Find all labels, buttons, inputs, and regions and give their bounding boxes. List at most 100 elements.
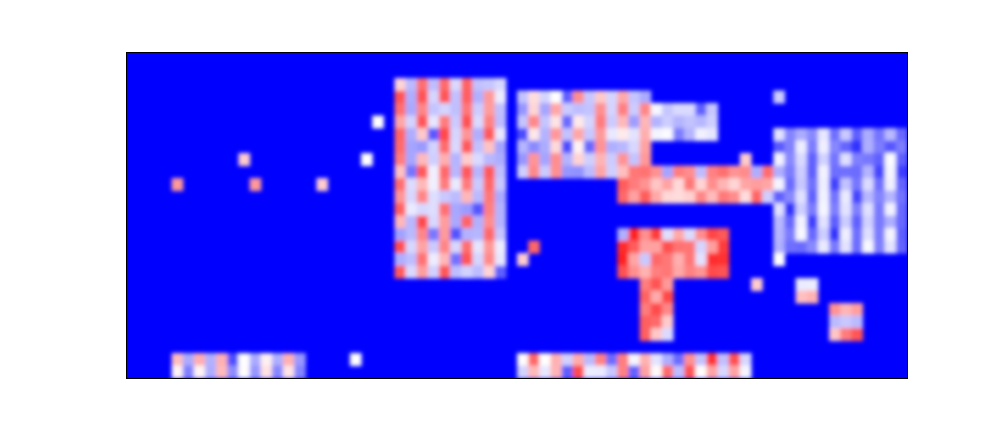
heatmap-cell xyxy=(238,365,251,378)
heatmap-cell xyxy=(617,128,630,142)
heatmap-cell xyxy=(416,78,429,92)
heatmap-cell xyxy=(405,78,418,92)
heatmap-cell xyxy=(494,203,507,217)
heatmap-cell xyxy=(817,165,830,179)
heatmap-cell xyxy=(439,178,451,192)
heatmap-cell xyxy=(739,153,752,167)
heatmap-cell xyxy=(806,278,819,292)
heatmap-cell xyxy=(528,353,540,367)
heatmap-cell xyxy=(494,128,507,142)
heatmap-cell xyxy=(639,265,652,279)
heatmap-cell xyxy=(517,115,529,129)
heatmap-cell xyxy=(394,78,407,92)
heatmap-cell xyxy=(806,290,819,304)
heatmap-cell xyxy=(483,253,496,267)
heatmap-cell xyxy=(427,253,440,267)
heatmap-cell xyxy=(639,253,652,267)
heatmap-cell xyxy=(717,178,730,192)
heatmap-cell xyxy=(606,128,618,142)
heatmap-cell xyxy=(684,265,696,279)
heatmap-cell xyxy=(884,228,897,242)
heatmap-cell xyxy=(550,140,563,154)
heatmap-cell xyxy=(461,228,474,242)
heatmap-cell xyxy=(572,140,585,154)
heatmap-cell xyxy=(661,128,674,142)
heatmap-cell xyxy=(806,178,819,192)
heatmap-cell xyxy=(851,303,864,317)
heatmap-cell xyxy=(461,128,474,142)
heatmap-cell xyxy=(695,165,708,179)
heatmap-cell xyxy=(851,165,864,179)
heatmap-cell xyxy=(784,165,797,179)
heatmap-cell xyxy=(439,140,451,154)
heatmap-cell xyxy=(695,353,708,367)
heatmap-cell xyxy=(550,90,563,104)
heatmap-cell xyxy=(851,240,864,254)
heatmap-cell xyxy=(483,190,496,204)
heatmap-cell xyxy=(628,103,641,117)
heatmap-cell xyxy=(461,215,474,229)
heatmap-cell xyxy=(684,103,696,117)
heatmap-cell xyxy=(416,215,429,229)
heatmap-cell xyxy=(762,178,774,192)
heatmap-cell xyxy=(817,128,830,142)
heatmap-cell xyxy=(817,140,830,154)
heatmap-cell xyxy=(873,190,886,204)
heatmap-cell xyxy=(784,215,797,229)
heatmap-cell xyxy=(661,365,674,378)
heatmap-cell xyxy=(617,103,630,117)
heatmap-cell xyxy=(472,103,485,117)
heatmap-cell xyxy=(806,215,819,229)
heatmap-cell xyxy=(717,240,730,254)
heatmap-cell xyxy=(728,190,741,204)
heatmap-cell xyxy=(182,353,195,367)
heatmap-cell xyxy=(751,178,763,192)
heatmap-cell xyxy=(595,153,607,167)
heatmap-cell xyxy=(260,365,273,378)
heatmap-cell xyxy=(884,178,897,192)
heatmap-cell xyxy=(840,128,852,142)
heatmap-cell xyxy=(862,165,875,179)
heatmap-cell xyxy=(517,140,529,154)
heatmap-cell xyxy=(472,240,485,254)
heatmap-cell xyxy=(427,103,440,117)
heatmap-cell xyxy=(650,303,663,317)
heatmap-cell xyxy=(472,90,485,104)
heatmap-cell xyxy=(550,103,563,117)
heatmap-cell xyxy=(539,115,552,129)
heatmap-cell xyxy=(684,365,696,378)
heatmap-cell xyxy=(851,328,864,342)
heatmap-cell xyxy=(661,178,674,192)
heatmap-cell xyxy=(517,153,529,167)
heatmap-cell xyxy=(617,153,630,167)
heatmap-cell xyxy=(450,165,462,179)
heatmap-cell xyxy=(829,165,841,179)
heatmap-cell xyxy=(673,178,685,192)
heatmap-cell xyxy=(650,228,663,242)
heatmap-cell xyxy=(583,103,596,117)
heatmap-cell xyxy=(617,228,630,242)
heatmap-cell xyxy=(439,128,451,142)
heatmap-cell xyxy=(394,253,407,267)
heatmap-cell xyxy=(762,165,774,179)
heatmap-cell xyxy=(851,203,864,217)
heatmap-cell xyxy=(851,140,864,154)
heatmap-cell xyxy=(517,365,529,378)
heatmap-cell xyxy=(840,203,852,217)
heatmap-cell xyxy=(483,203,496,217)
heatmap-cell xyxy=(862,228,875,242)
heatmap-cell xyxy=(450,203,462,217)
heatmap-cell xyxy=(394,178,407,192)
heatmap-cell xyxy=(695,128,708,142)
heatmap-cell xyxy=(427,153,440,167)
heatmap-cell xyxy=(361,153,373,167)
heatmap-cell xyxy=(572,165,585,179)
heatmap-cell xyxy=(695,103,708,117)
heatmap-cell xyxy=(561,128,574,142)
heatmap-cell xyxy=(639,165,652,179)
heatmap-cell xyxy=(851,153,864,167)
heatmap-cell xyxy=(450,128,462,142)
heatmap-cell xyxy=(216,353,228,367)
heatmap-cell xyxy=(472,253,485,267)
heatmap-cell xyxy=(405,215,418,229)
